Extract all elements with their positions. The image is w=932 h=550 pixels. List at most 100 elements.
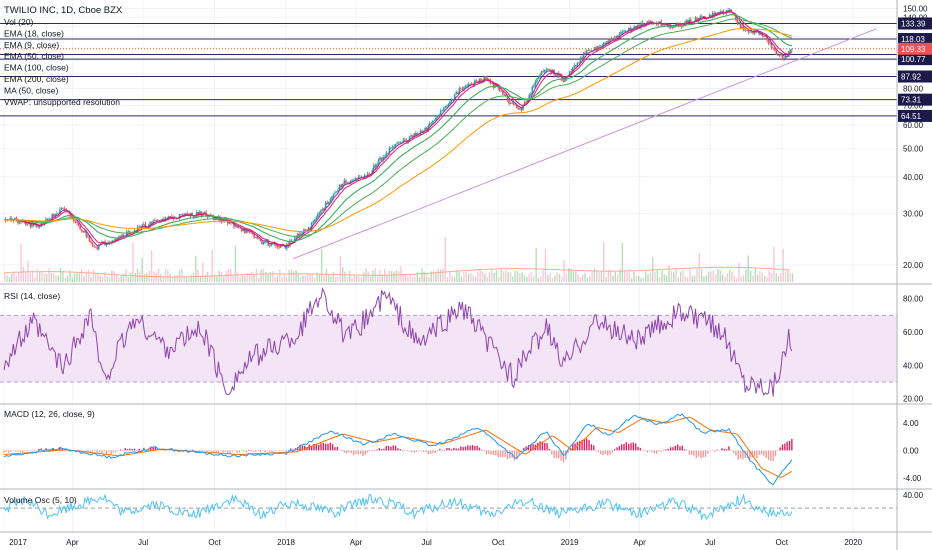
candle-body (286, 244, 288, 249)
macd-histogram-bar (558, 450, 560, 458)
volume-bar (85, 271, 87, 282)
volume-bar (362, 272, 365, 282)
macd-panel[interactable]: MACD (12, 26, close, 9) (3, 409, 793, 486)
candle-body (519, 108, 521, 110)
macd-histogram-bar (369, 450, 371, 451)
volume-bar (353, 274, 356, 282)
macd-histogram-bar (418, 450, 420, 452)
macd-histogram-bar (665, 449, 667, 451)
candle-body (607, 40, 610, 43)
volume-bar (446, 277, 449, 282)
candle-body (475, 80, 478, 82)
volume-bar (453, 276, 456, 282)
level-price-tag (898, 53, 932, 66)
volume-bar (649, 272, 652, 282)
volume-bar (17, 272, 20, 282)
candle-body (186, 213, 189, 215)
current-price-tag (898, 42, 932, 55)
volume-bar (400, 266, 402, 282)
volume-bar (414, 277, 416, 282)
volume-bar (682, 269, 684, 282)
macd-histogram-bar (499, 450, 502, 457)
candle-body (84, 231, 86, 233)
candle-body (141, 224, 144, 228)
macd-histogram-bar (544, 442, 546, 451)
volume-bar (421, 268, 423, 282)
volume-bar (644, 271, 647, 282)
volume-bar (756, 274, 759, 282)
candle-body (749, 31, 751, 33)
candle-body (24, 222, 27, 225)
volume-bar (327, 273, 330, 282)
volume-bar (274, 276, 276, 282)
volume-bar (614, 271, 617, 282)
candle-body (351, 180, 353, 182)
volume-bar (509, 272, 512, 282)
volume-bar (90, 277, 92, 282)
macd-histogram-bar (378, 448, 380, 451)
volume-bar (195, 255, 197, 282)
volume-bar (202, 262, 204, 282)
volume-bar (738, 262, 740, 282)
volume-bar (763, 276, 766, 282)
candle-body (152, 220, 154, 224)
macd-histogram-bar (152, 447, 154, 451)
volume-bar (442, 268, 444, 282)
macd-histogram-bar (681, 445, 683, 451)
macd-histogram-bar (59, 447, 61, 451)
candle-body (778, 54, 781, 56)
level-price-label: 100.77 (901, 55, 926, 64)
candle-body (531, 87, 534, 95)
macd-histogram-bar (523, 447, 525, 451)
candle-body (696, 17, 698, 21)
volume-bar (197, 269, 199, 282)
x-tick-label: 2019 (561, 538, 579, 547)
candle-body (166, 217, 168, 219)
macd-histogram-bar (672, 447, 674, 451)
macd-histogram-bar (644, 450, 646, 452)
macd-histogram-bar (383, 448, 385, 451)
price-panel[interactable] (0, 8, 897, 282)
macd-histogram-bar (718, 450, 721, 451)
volume-bar (710, 271, 712, 282)
macd-histogram-bar (3, 450, 5, 453)
volume-bar (570, 268, 572, 282)
candle-body (96, 247, 99, 250)
candle-body (536, 78, 538, 82)
candle-body (500, 90, 503, 92)
candle-body (414, 133, 417, 136)
volume-bar (416, 272, 418, 282)
volume-bar (260, 269, 262, 282)
macd-histogram-bar (641, 450, 644, 452)
volume-oscillator-panel[interactable]: Volume Osc (5, 10) (0, 493, 897, 521)
candle-body (394, 144, 397, 147)
macd-histogram-bar (779, 447, 781, 451)
macd-histogram-bar (306, 446, 308, 451)
candle-body (143, 224, 145, 225)
macd-histogram-bar (574, 443, 576, 451)
volume-bar (568, 268, 570, 282)
volume-bar (22, 266, 25, 282)
volume-bar (386, 274, 388, 282)
candle-body (150, 222, 153, 224)
candle-body (312, 221, 315, 223)
volume-bar (430, 271, 432, 282)
volume-bar (486, 277, 488, 282)
candle-body (268, 245, 271, 247)
volume-bar (220, 271, 223, 282)
x-tick-label: Apr (66, 538, 79, 547)
macd-histogram-bar (126, 449, 129, 451)
candle-body (474, 80, 476, 85)
macd-histogram-bar (464, 446, 467, 451)
macd-histogram-bar (248, 449, 250, 451)
candle-body (435, 117, 437, 121)
trend-line[interactable] (292, 28, 877, 260)
macd-histogram-bar (709, 450, 711, 451)
candle-body (571, 67, 574, 72)
rsi-panel[interactable]: RSI (14, close) (0, 287, 897, 397)
volume-bar (449, 271, 451, 282)
rsi-tick-label: 40.00 (903, 361, 924, 370)
macd-histogram-bar (310, 446, 313, 451)
macd-histogram-bar (345, 450, 348, 454)
